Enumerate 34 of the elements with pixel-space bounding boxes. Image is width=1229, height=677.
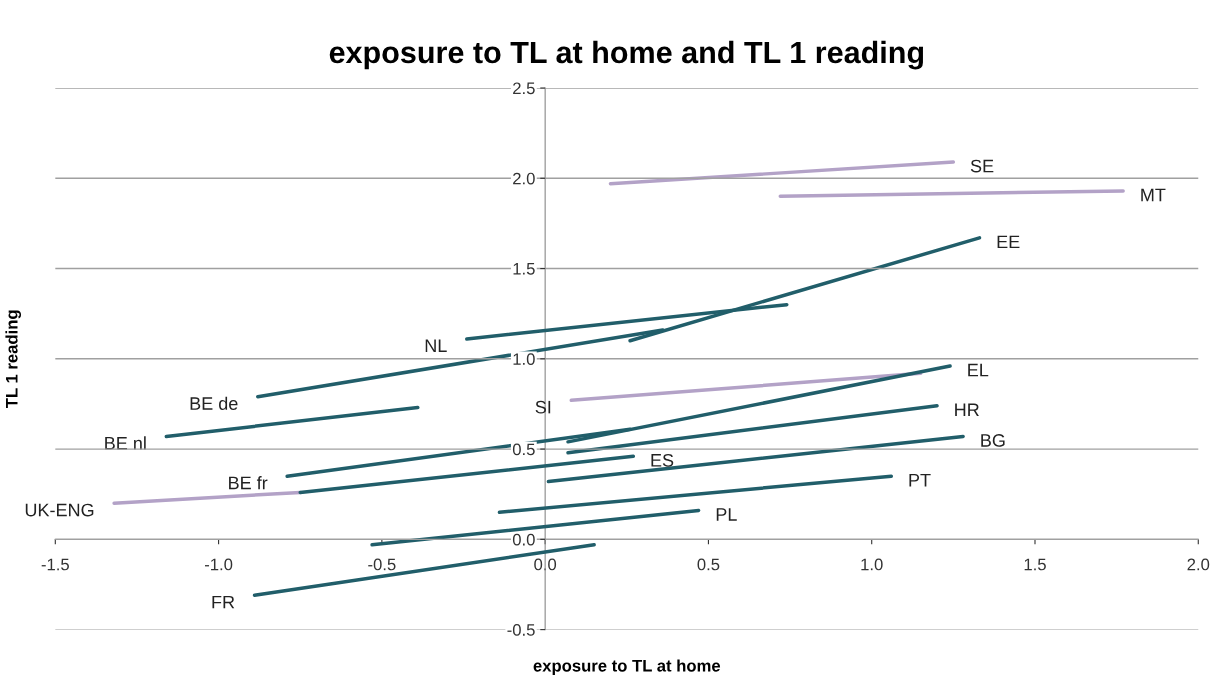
annotation: HR (955, 403, 979, 416)
annotation: BE nl (105, 436, 146, 450)
y-tick-label: 0.5 (512, 443, 535, 456)
annotation: FR (212, 595, 235, 609)
annotation: ES (651, 453, 674, 467)
annotation: UK-ENG (25, 503, 94, 517)
annotation: EL (968, 363, 989, 377)
annotation: BE de (190, 396, 238, 410)
annotation: SE (970, 159, 994, 173)
y-tick-label: 1.0 (513, 353, 535, 366)
y-tick-label: 2.5 (513, 82, 535, 95)
x-tick-label: -1.0 (204, 558, 233, 571)
x-tick-label: 1.0 (861, 558, 883, 571)
annotation: BE fr (229, 476, 268, 490)
annotation: PT (909, 473, 931, 487)
annotation: MT (1141, 188, 1166, 202)
y-tick-label: 1.5 (513, 263, 535, 275)
annotation: PL (716, 508, 737, 521)
x-tick-label: -0.5 (368, 558, 396, 571)
y-tick-label: 2.0 (513, 172, 535, 185)
annotation: NL (425, 339, 447, 352)
x-tick-label: -1.5 (41, 558, 69, 571)
annotation: EE (997, 235, 1020, 249)
y-axis-title: TL 1 reading (5, 310, 22, 409)
x-tick-label: 1.5 (1024, 558, 1046, 571)
chart-title: exposure to TL at home and TL 1 reading (329, 40, 924, 70)
y-tick-label: 0.0 (512, 533, 535, 546)
x-tick-label: 2.0 (1187, 558, 1210, 571)
x-tick-label: 0.5 (697, 558, 720, 571)
annotation: BG (981, 434, 1005, 447)
annotation: SI (535, 400, 551, 414)
x-axis-title: exposure to TL at home (533, 659, 721, 675)
x-tick-label: 0.0 (534, 558, 557, 571)
y-tick-label: -0.5 (507, 624, 535, 636)
